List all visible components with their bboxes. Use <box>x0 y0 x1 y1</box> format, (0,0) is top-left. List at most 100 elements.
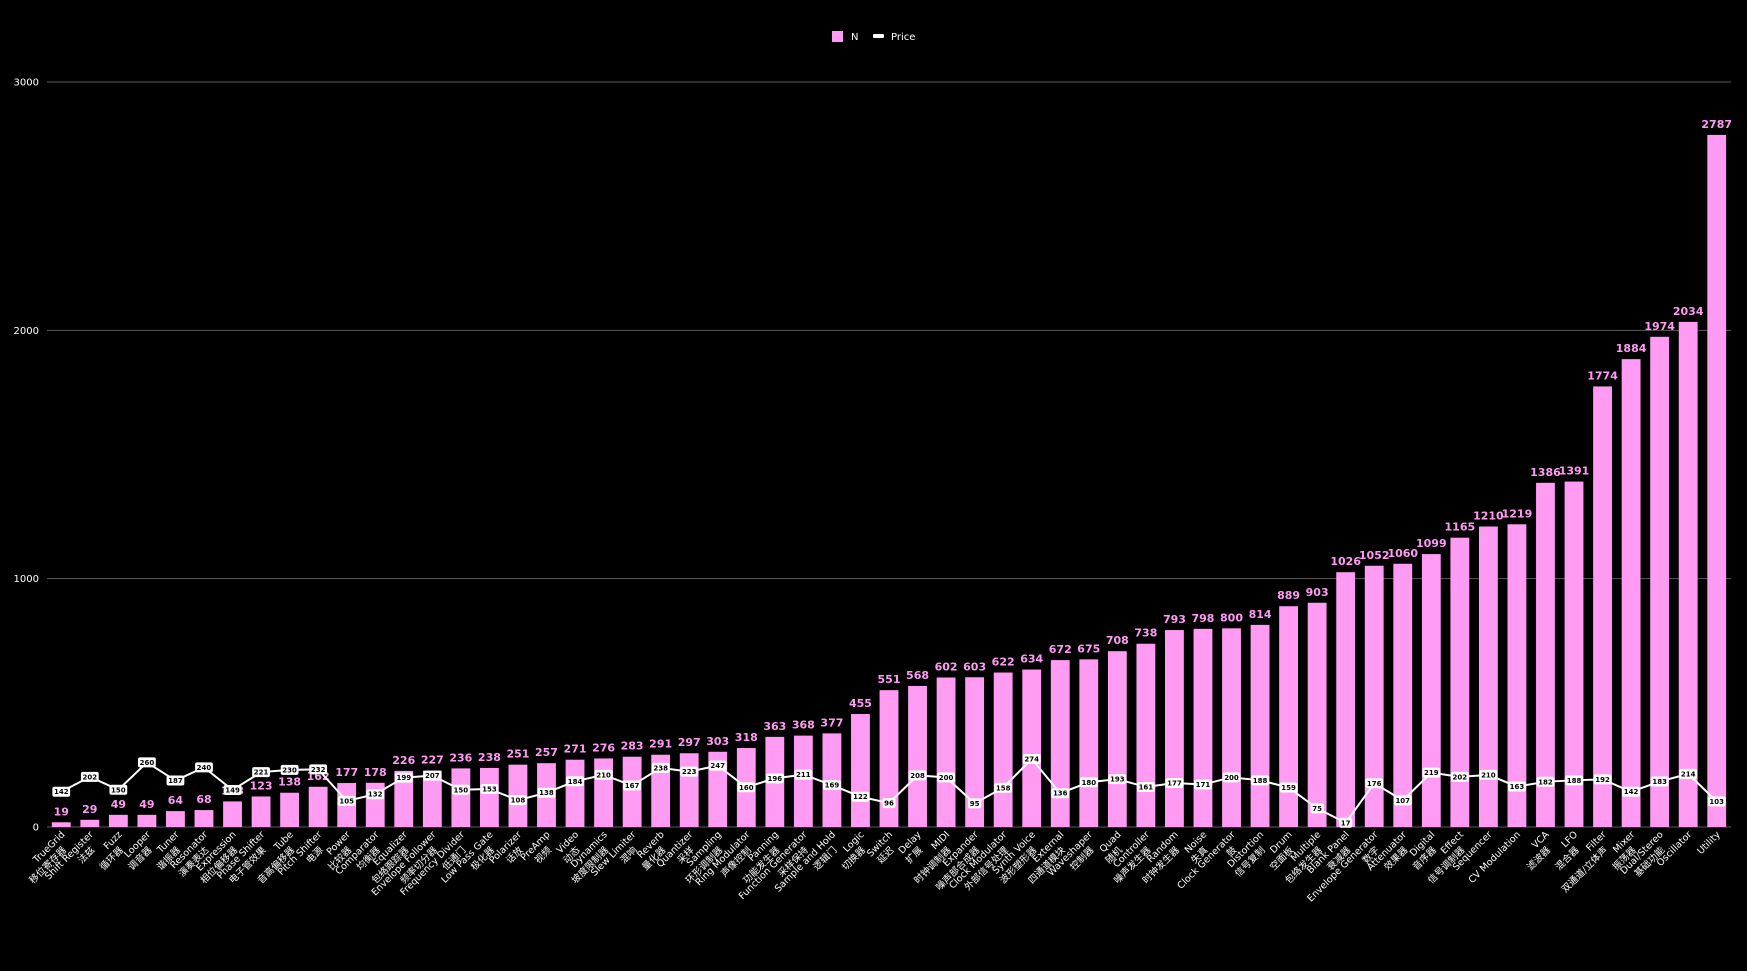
bar <box>394 770 414 827</box>
bar-value-label: 793 <box>1163 613 1186 626</box>
bar-value-label: 68 <box>196 793 211 806</box>
bar <box>1165 630 1184 827</box>
bar <box>80 819 100 827</box>
bar <box>1650 336 1670 827</box>
bar-value-label: 318 <box>735 731 758 744</box>
price-label-bg <box>366 789 385 800</box>
bar <box>1536 482 1555 827</box>
bar-value-labels: 1929494964681031231381621771782262272362… <box>54 118 1732 818</box>
bar-value-label: 903 <box>1306 586 1329 599</box>
price-value-label: 247 <box>710 762 725 770</box>
price-label-bg <box>137 757 156 768</box>
bar <box>137 814 157 827</box>
price-label-bg <box>623 780 642 791</box>
bar-value-label: 1386 <box>1530 466 1561 479</box>
bar <box>51 822 71 827</box>
price-value-label: 159 <box>1281 784 1296 792</box>
bar <box>194 810 214 827</box>
price-value-label: 158 <box>996 784 1011 792</box>
price-value-label: 210 <box>1481 771 1496 779</box>
bar-value-label: 672 <box>1049 643 1072 656</box>
bar-value-label: 1974 <box>1644 320 1675 333</box>
price-value-label: 105 <box>339 797 354 805</box>
bar-value-label: 1060 <box>1387 547 1418 560</box>
price-value-label: 167 <box>625 782 640 790</box>
price-value-label: 202 <box>83 773 98 781</box>
price-label-bg <box>823 780 841 791</box>
bar-value-label: 123 <box>250 779 273 792</box>
bar-value-label: 368 <box>792 719 815 732</box>
price-label-bg <box>280 764 299 775</box>
x-tick-label-en: CV Modulation <box>1467 829 1523 885</box>
price-label-bg <box>1339 817 1353 828</box>
price-value-label: 210 <box>596 771 611 779</box>
bar <box>1393 563 1413 827</box>
bar-value-label: 138 <box>278 776 301 789</box>
bar <box>166 811 185 827</box>
price-label-bg <box>423 770 442 781</box>
price-value-label: 199 <box>396 774 411 782</box>
price-label-bg <box>1593 774 1612 785</box>
bar-value-label: 291 <box>649 738 672 751</box>
x-tick-label: CV Modulation <box>1467 829 1523 885</box>
bar <box>1678 321 1698 827</box>
legend-swatch-price <box>873 34 884 38</box>
bar <box>1478 526 1498 827</box>
bar-value-label: 1219 <box>1502 507 1533 520</box>
legend-label-price: Price <box>891 32 915 43</box>
price-label-bg <box>223 784 242 795</box>
price-value-label: 221 <box>254 769 269 777</box>
bar-value-label: 675 <box>1077 642 1100 655</box>
bar <box>1450 537 1470 827</box>
price-label-bg <box>52 786 71 797</box>
price-value-label: 176 <box>1367 780 1382 788</box>
price-label-bg <box>1022 753 1041 764</box>
bar-value-label: 1391 <box>1559 465 1590 478</box>
price-label-bg <box>851 791 870 802</box>
price-label-bg <box>509 795 527 806</box>
price-value-label: 95 <box>970 800 980 808</box>
bar-value-label: 2034 <box>1673 305 1704 318</box>
bar-value-label: 64 <box>168 794 184 807</box>
price-label-bg <box>1679 768 1698 779</box>
bar-value-label: 602 <box>935 661 958 674</box>
price-label-bg <box>794 769 813 780</box>
bar <box>1136 643 1156 827</box>
bar <box>422 770 442 827</box>
price-value-label: 150 <box>454 786 469 794</box>
price-label-bg <box>1707 796 1726 807</box>
price-value-label: 142 <box>1624 788 1639 796</box>
bar <box>622 756 642 827</box>
bar <box>1193 628 1213 827</box>
bar-value-label: 1774 <box>1587 369 1618 382</box>
bar-value-label: 177 <box>335 766 358 779</box>
price-label-bg <box>1108 774 1127 785</box>
price-label-bg <box>1136 782 1155 793</box>
price-value-label: 232 <box>311 766 326 774</box>
bar-value-label: 738 <box>1134 627 1157 640</box>
price-value-label: 132 <box>368 791 383 799</box>
price-label-bg <box>737 782 756 793</box>
bar-value-label: 1052 <box>1359 549 1390 562</box>
price-value-label: 180 <box>1081 779 1096 787</box>
price-value-label: 75 <box>1312 805 1322 813</box>
price-label-bg <box>1165 778 1184 789</box>
price-label-bg <box>1079 777 1098 788</box>
bar-value-label: 798 <box>1191 612 1214 625</box>
bar <box>993 672 1013 827</box>
bar-value-label: 1884 <box>1616 342 1647 355</box>
price-label-bg <box>80 771 99 782</box>
bar-value-label: 29 <box>82 803 97 816</box>
price-value-label: 136 <box>1053 790 1068 798</box>
bar-value-label: 276 <box>592 741 615 754</box>
bar-value-label: 226 <box>392 754 415 767</box>
price-value-label: 184 <box>568 778 583 786</box>
y-tick-label: 0 <box>33 823 39 834</box>
price-label-bg <box>1393 795 1412 806</box>
price-value-label: 240 <box>197 764 212 772</box>
price-label-bg <box>1251 775 1269 786</box>
